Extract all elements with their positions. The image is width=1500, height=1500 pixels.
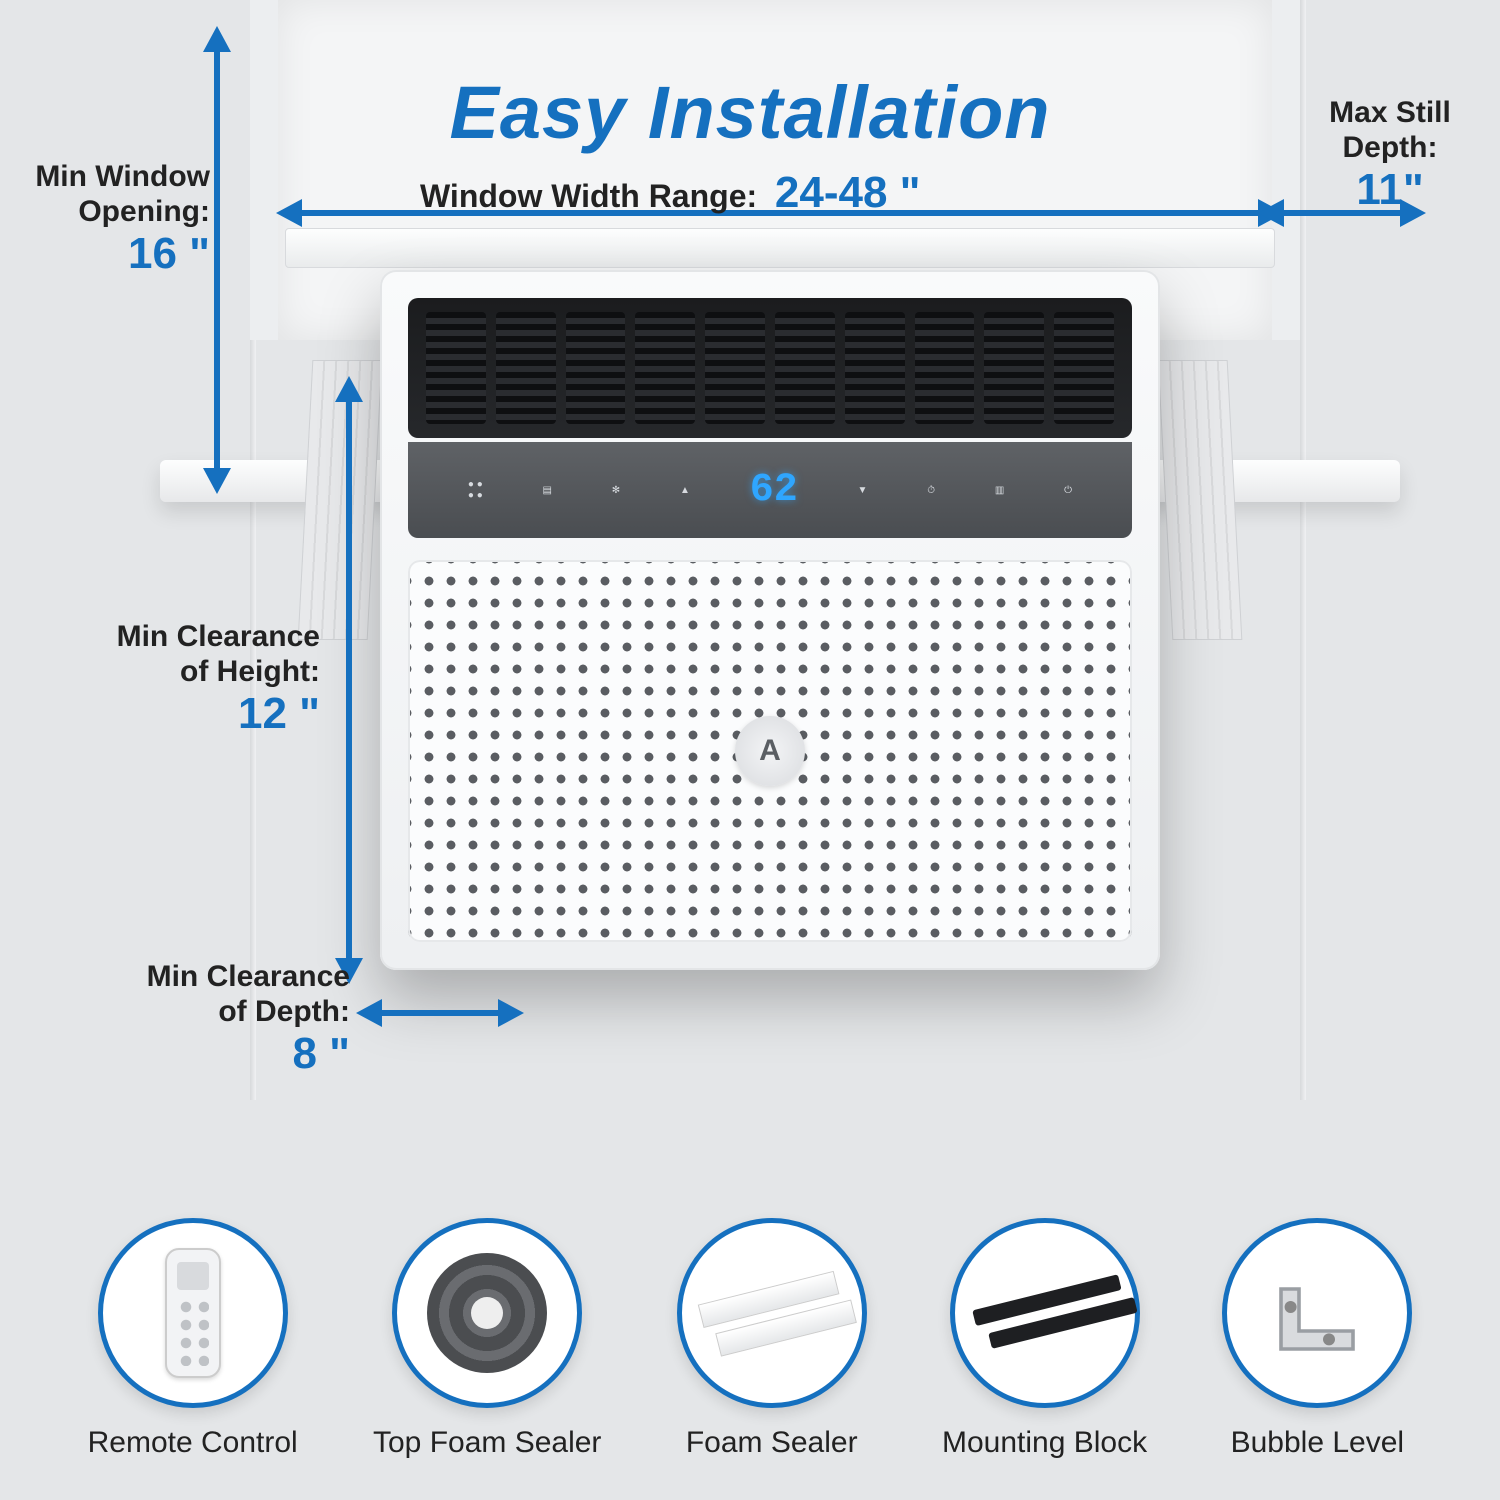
- min-opening-label: Min Window Opening: 16 ": [0, 160, 210, 279]
- mode-indicator-icon: ● ●● ●: [468, 479, 483, 501]
- width-range-value: 24-48 ": [775, 168, 921, 217]
- accessories-row: Remote Control Top Foam Sealer Foam Seal…: [0, 1218, 1500, 1460]
- cdepth-arrow-left-icon: [356, 999, 382, 1027]
- mounting-block-icon: [972, 1240, 1117, 1385]
- min-opening-text1: Min Window: [0, 160, 210, 195]
- timer-icon: ⏱: [927, 485, 935, 496]
- min-height-text1: Min Clearance: [60, 620, 320, 655]
- width-range-label: Window Width Range: 24-48 ": [420, 168, 921, 218]
- max-depth-value: 11": [1290, 165, 1490, 215]
- brand-logo-icon: A: [735, 716, 805, 786]
- opening-arrow: [214, 50, 220, 470]
- min-opening-text2: Opening:: [0, 195, 210, 230]
- bubble-level-icon: [1257, 1253, 1377, 1373]
- top-foam-icon: [427, 1253, 547, 1373]
- depth-arrow-left-icon: [1258, 199, 1284, 227]
- width-range-text: Window Width Range:: [420, 178, 757, 214]
- infographic-title: Easy Installation: [0, 70, 1500, 155]
- ac-vent: [408, 298, 1132, 438]
- min-cdepth-text2: of Depth:: [100, 995, 350, 1030]
- mount-bracket-right: [1158, 360, 1243, 640]
- opening-arrow-down-icon: [203, 468, 231, 494]
- ac-control-panel: ● ●● ● ▤ ✻ ▲ 62 ▼ ⏱ ▥ ⏻: [408, 442, 1132, 538]
- min-cdepth-value: 8 ": [100, 1029, 350, 1079]
- min-height-label: Min Clearance of Height: 12 ": [60, 620, 320, 739]
- min-height-text2: of Height:: [60, 655, 320, 690]
- temp-down-icon: ▼: [858, 485, 868, 496]
- temp-up-icon: ▲: [680, 485, 690, 496]
- min-height-value: 12 ": [60, 689, 320, 739]
- accessory-block: Mounting Block: [942, 1218, 1147, 1460]
- window-sash: [285, 228, 1275, 268]
- mount-bracket-left: [298, 360, 383, 640]
- ac-unit: ● ●● ● ▤ ✻ ▲ 62 ▼ ⏱ ▥ ⏻ A: [380, 270, 1160, 970]
- accessory-bubble: Bubble Level: [1222, 1218, 1412, 1460]
- max-depth-text1: Max Still: [1290, 96, 1490, 131]
- accessory-topfoam: Top Foam Sealer: [373, 1218, 601, 1460]
- mode-button-icon: ▤: [543, 485, 552, 496]
- accessory-remote-label: Remote Control: [88, 1426, 298, 1460]
- min-opening-value: 16 ": [0, 229, 210, 279]
- filter-icon: ▥: [995, 485, 1004, 496]
- accessory-foam-label: Foam Sealer: [686, 1426, 858, 1460]
- width-arrow-left-icon: [276, 199, 302, 227]
- min-cdepth-text1: Min Clearance: [100, 960, 350, 995]
- max-depth-text2: Depth:: [1290, 131, 1490, 166]
- temp-display: 62: [750, 468, 798, 513]
- accessory-block-label: Mounting Block: [942, 1426, 1147, 1460]
- cdepth-arrow: [380, 1010, 500, 1016]
- fan-icon: ✻: [612, 485, 620, 496]
- accessory-foam: Foam Sealer: [677, 1218, 867, 1460]
- power-icon: ⏻: [1064, 485, 1072, 496]
- accessory-topfoam-label: Top Foam Sealer: [373, 1426, 601, 1460]
- accessory-bubble-label: Bubble Level: [1231, 1426, 1404, 1460]
- opening-arrow-up-icon: [203, 26, 231, 52]
- remote-icon: [165, 1248, 221, 1378]
- height-arrow: [346, 400, 352, 960]
- max-depth-label: Max Still Depth: 11": [1290, 96, 1490, 215]
- cdepth-arrow-right-icon: [498, 999, 524, 1027]
- min-cdepth-label: Min Clearance of Depth: 8 ": [100, 960, 350, 1079]
- height-arrow-up-icon: [335, 376, 363, 402]
- ac-grille: A: [408, 560, 1132, 942]
- accessory-remote: Remote Control: [88, 1218, 298, 1460]
- foam-icon: [699, 1240, 844, 1385]
